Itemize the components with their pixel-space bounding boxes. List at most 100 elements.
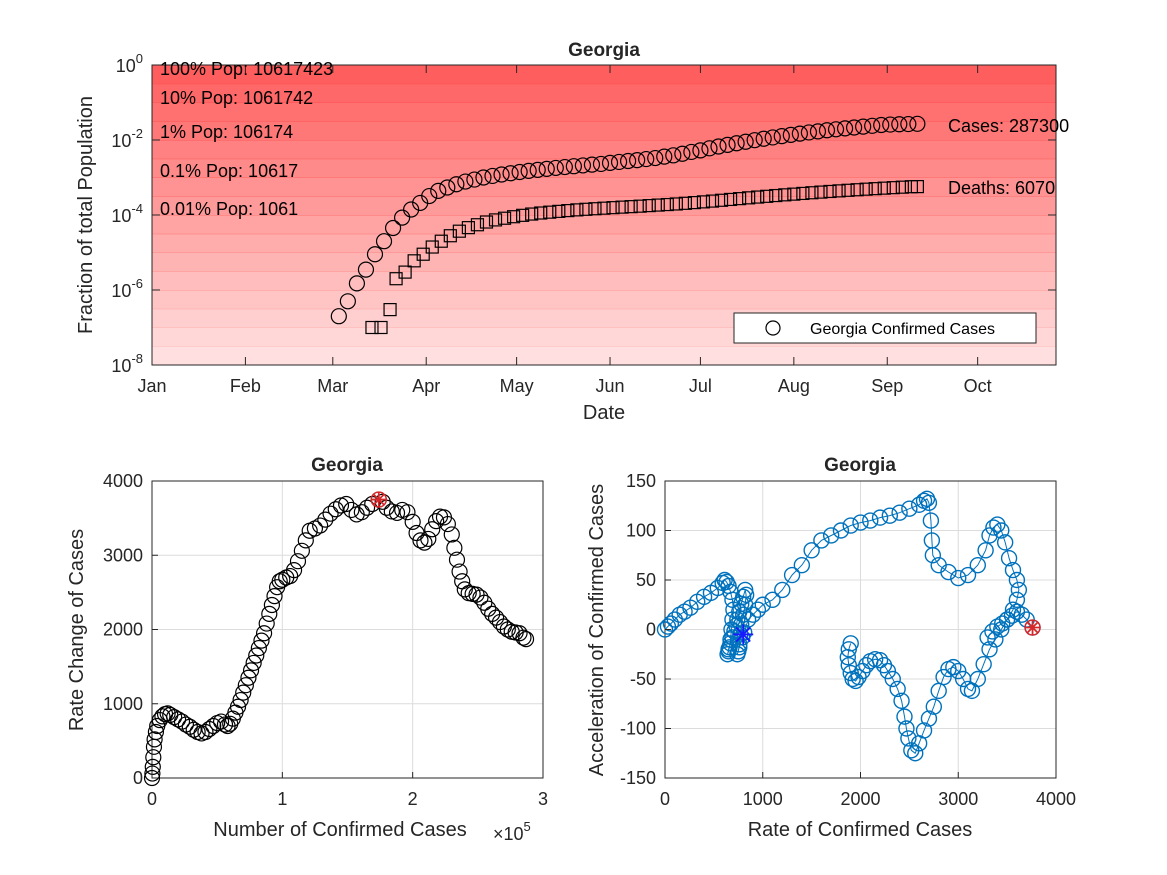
x-tick-label: Sep <box>871 376 903 396</box>
population-band <box>152 65 1056 85</box>
cases-marker <box>457 173 474 190</box>
rate-marker <box>446 539 463 556</box>
phase-marker <box>924 547 942 564</box>
deaths-marker <box>823 184 837 199</box>
rate-marker <box>293 542 310 559</box>
y-tick-label: 10-6 <box>111 276 143 301</box>
population-band <box>152 290 1056 310</box>
y-tick-label: 2000 <box>103 620 143 640</box>
rate-marker <box>258 615 275 632</box>
x-tick-label: 3 <box>538 789 548 809</box>
cases-marker <box>827 121 845 138</box>
phase-marker <box>793 556 811 574</box>
rate-marker <box>173 713 191 730</box>
legend-marker-circle <box>765 320 781 336</box>
phase-marker <box>901 500 918 517</box>
rate-marker <box>343 501 360 519</box>
deaths-marker <box>678 196 692 210</box>
bottom-left-plot: 0 1 2 3 0 1000 2000 3000 4000 Georgia Number of … <box>66 455 548 844</box>
rate-marker <box>146 731 163 748</box>
cases-marker <box>466 171 483 188</box>
rate-marker <box>274 571 291 588</box>
phase-marker <box>950 662 967 680</box>
cases-marker <box>701 140 718 157</box>
phase-marker <box>739 611 757 628</box>
cases-marker <box>665 147 682 164</box>
cases-marker <box>529 161 546 178</box>
y-tick-exp: -4 <box>131 201 143 216</box>
deaths-marker <box>868 182 882 196</box>
rate-marker <box>404 513 421 530</box>
cases-marker <box>384 219 402 237</box>
phase-marker <box>903 742 920 759</box>
deaths-marker <box>525 207 539 221</box>
phase-marker <box>731 639 748 656</box>
y-tick-label: 0 <box>646 620 656 640</box>
x-tick-label: 0 <box>660 789 670 809</box>
rate-marker <box>242 662 260 679</box>
population-band <box>152 196 1056 216</box>
phase-marker <box>842 635 859 652</box>
deaths-marker <box>751 190 765 204</box>
deaths-marker <box>895 180 909 194</box>
cases-marker <box>357 261 375 278</box>
deaths-marker <box>507 210 521 224</box>
cases-marker <box>791 125 808 142</box>
x-tick-label: 0 <box>147 789 157 809</box>
cases-annotation: Cases: 287300 <box>948 116 1069 136</box>
phase-marker <box>847 672 864 690</box>
rate-marker <box>263 596 281 614</box>
x-exponent-base: ×10 <box>493 824 524 844</box>
rate-marker <box>240 669 257 686</box>
rate-marker <box>399 504 416 521</box>
y-tick-label: 100 <box>626 521 656 541</box>
cases-marker <box>737 133 754 150</box>
rate-marker <box>144 765 161 782</box>
y-tick-label: 1000 <box>103 694 143 714</box>
phase-marker <box>1008 603 1026 620</box>
deaths-marker <box>787 187 801 201</box>
reference-point-star-stroke <box>735 626 751 643</box>
deaths-marker <box>615 200 629 214</box>
y-tick-base: 10 <box>111 356 131 376</box>
cases-marker <box>366 246 384 263</box>
phase-marker <box>813 532 830 549</box>
bottom-right-markers <box>656 490 1041 762</box>
deaths-marker <box>669 197 683 211</box>
population-band <box>152 158 1056 178</box>
cases-marker <box>348 275 366 292</box>
deaths-marker <box>470 218 485 232</box>
population-band <box>152 102 1056 122</box>
bottom-left-xlabel: Number of Confirmed Cases <box>213 819 466 841</box>
phase-marker <box>925 698 943 715</box>
phase-marker <box>891 504 908 521</box>
phase-marker <box>832 522 850 539</box>
x-tick-label: Jul <box>689 376 712 396</box>
x-tick-label: Apr <box>412 376 440 396</box>
cases-marker <box>900 115 917 133</box>
cases-marker <box>773 128 790 145</box>
deaths-marker <box>832 184 846 198</box>
cases-marker <box>583 156 601 173</box>
phase-marker <box>981 641 998 658</box>
y-tick-label: 0 <box>133 768 143 788</box>
deaths-marker <box>796 186 810 201</box>
phase-marker <box>881 507 899 524</box>
legend-box <box>733 312 1037 344</box>
cases-marker <box>647 149 664 167</box>
rate-marker <box>245 654 262 672</box>
deaths-marker <box>383 303 397 317</box>
phase-marker <box>940 660 957 678</box>
cases-marker <box>339 293 356 310</box>
cases-marker <box>692 142 709 159</box>
rate-marker <box>499 621 516 638</box>
x-tick-label: May <box>500 376 534 396</box>
top-plot-title: Georgia <box>568 40 640 61</box>
deaths-marker <box>859 182 873 196</box>
cases-marker <box>674 145 691 162</box>
cases-marker <box>547 159 564 177</box>
cases-marker <box>800 124 818 141</box>
rate-marker <box>250 639 267 657</box>
population-band <box>152 140 1056 160</box>
